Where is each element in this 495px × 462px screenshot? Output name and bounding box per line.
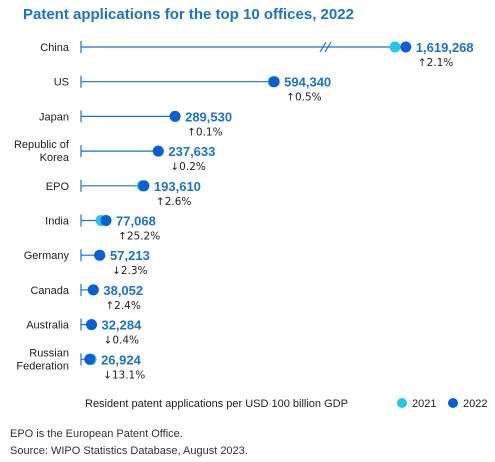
dot-2022-china xyxy=(400,41,412,53)
footnote-epo: EPO is the European Patent Office. xyxy=(10,428,183,440)
dot-chart: China 1,619,268 ↑2.1% US 594,340 ↑0.5% Japan 28… xyxy=(14,40,488,410)
category-label-republic-of-korea: Korea xyxy=(40,152,70,164)
dot-2022-canada xyxy=(87,284,99,296)
value-label-us: 594,340 xyxy=(284,75,331,90)
value-label-australia: 32,284 xyxy=(102,318,143,333)
value-label-germany: 57,213 xyxy=(110,248,150,263)
change-label-epo: ↑2.6% xyxy=(156,196,191,208)
change-label-germany: ↓2.3% xyxy=(112,265,147,277)
legend-label-2021: 2021 xyxy=(412,398,436,410)
category-label-republic-of-korea: Republic of xyxy=(14,139,70,151)
dot-2021-china xyxy=(389,41,401,53)
category-label-us: US xyxy=(54,77,69,89)
dot-2022-india xyxy=(100,215,112,226)
change-label-china: ↑2.1% xyxy=(418,57,453,69)
category-label-epo: EPO xyxy=(46,181,70,193)
category-label-china: China xyxy=(40,42,70,54)
category-label-germany: Germany xyxy=(24,250,70,262)
value-label-russian-federation: 26,924 xyxy=(101,352,142,367)
category-label-india: India xyxy=(45,216,70,228)
x-axis-label: Resident patent applications per USD 100… xyxy=(85,398,348,410)
legend-swatch-2022 xyxy=(448,398,458,408)
category-label-japan: Japan xyxy=(39,111,69,123)
axis-break-mark xyxy=(319,41,327,53)
legend-swatch-2021 xyxy=(397,398,407,408)
footnote-source: Source: WIPO Statistics Database, August… xyxy=(10,445,248,457)
dot-2022-russian-federation xyxy=(84,353,96,365)
legend-label-2022: 2022 xyxy=(463,398,487,410)
dot-2022-us xyxy=(268,76,280,88)
category-label-russian-federation: Federation xyxy=(16,360,69,372)
dot-2022-epo xyxy=(138,180,150,192)
dot-2022-republic-of-korea xyxy=(152,145,164,157)
change-label-canada: ↑2.4% xyxy=(105,300,140,312)
dot-2022-germany xyxy=(94,249,106,261)
category-label-australia: Australia xyxy=(26,320,70,332)
change-label-us: ↑0.5% xyxy=(286,92,321,104)
change-label-india: ↑25.2% xyxy=(118,231,160,243)
chart-title: Patent applications for the top 10 offic… xyxy=(23,6,354,23)
value-label-canada: 38,052 xyxy=(103,283,143,298)
category-label-canada: Canada xyxy=(30,285,69,297)
dot-2022-japan xyxy=(169,110,181,122)
change-label-republic-of-korea: ↓0.2% xyxy=(170,161,205,173)
change-label-russian-federation: ↓13.1% xyxy=(103,369,145,381)
value-label-epo: 193,610 xyxy=(154,179,201,194)
dot-2022-australia xyxy=(85,319,97,331)
change-label-japan: ↑0.1% xyxy=(187,126,222,138)
category-label-russian-federation: Russian xyxy=(29,347,69,359)
value-label-republic-of-korea: 237,633 xyxy=(168,144,215,159)
value-label-japan: 289,530 xyxy=(185,109,232,124)
value-label-india: 77,068 xyxy=(116,214,156,229)
value-label-china: 1,619,268 xyxy=(416,40,474,55)
axis-break-mark xyxy=(324,41,332,53)
change-label-australia: ↓0.4% xyxy=(104,335,139,347)
